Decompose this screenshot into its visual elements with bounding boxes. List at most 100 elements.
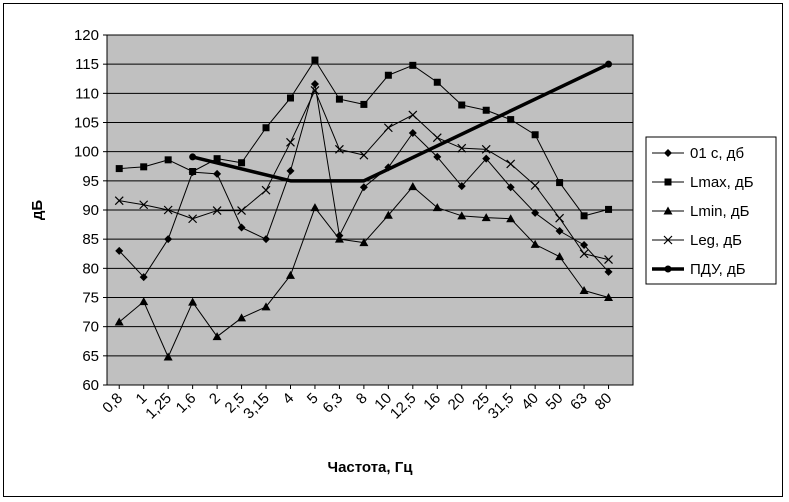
y-tick-label: 120 — [74, 27, 99, 44]
x-tick-label: 12,5 — [387, 390, 420, 423]
data-point — [188, 214, 198, 224]
data-point — [334, 144, 344, 154]
data-point — [408, 182, 418, 191]
series-layer — [114, 56, 614, 361]
data-point — [114, 196, 124, 206]
x-tick-label: 8 — [353, 390, 371, 408]
data-point — [604, 267, 613, 276]
legend-entry: 01 с, дб — [652, 145, 744, 162]
y-tick-label: 95 — [82, 173, 99, 190]
data-point — [359, 183, 368, 192]
data-point — [383, 210, 393, 219]
x-tick-label: 3,15 — [240, 390, 273, 423]
data-point — [604, 293, 614, 301]
data-point — [163, 205, 173, 215]
data-point — [506, 159, 516, 169]
legend-label: Leg, дБ — [690, 232, 742, 249]
data-point — [605, 60, 613, 68]
data-point — [261, 302, 271, 311]
data-point — [506, 183, 515, 192]
data-point — [580, 212, 588, 220]
data-point — [189, 153, 197, 161]
x-tick-label: 80 — [592, 390, 616, 414]
data-point — [286, 137, 295, 147]
data-point — [604, 255, 613, 265]
data-point — [432, 203, 442, 212]
data-point — [310, 80, 319, 88]
legend-marker — [664, 178, 672, 186]
x-tick-label: 1,25 — [142, 390, 175, 423]
data-point — [188, 297, 198, 306]
data-point — [262, 235, 271, 244]
data-point — [457, 143, 467, 153]
x-tick-label: 6,3 — [319, 390, 346, 417]
legend-entry: Lmin, дБ — [652, 203, 750, 220]
data-point — [237, 223, 246, 232]
data-point — [140, 163, 148, 171]
data-point — [359, 150, 369, 160]
legend-label: Lmin, дБ — [690, 203, 750, 220]
data-point — [237, 313, 247, 322]
data-point — [507, 116, 515, 124]
data-point — [556, 179, 564, 187]
data-point — [457, 182, 466, 191]
data-point — [408, 110, 418, 120]
data-point — [212, 332, 222, 341]
data-point — [555, 227, 564, 235]
y-axis-title: дБ — [29, 200, 46, 221]
y-tick-label: 70 — [82, 319, 99, 336]
data-point — [163, 352, 173, 361]
data-point — [335, 95, 343, 103]
legend-entry: Lmax, дБ — [652, 174, 754, 191]
data-point — [482, 154, 491, 163]
data-point — [580, 241, 589, 249]
series-5 — [189, 60, 613, 183]
data-point — [506, 214, 516, 223]
legend-marker — [664, 149, 672, 157]
data-point — [115, 165, 123, 173]
data-point — [261, 185, 271, 195]
series-line — [192, 62, 610, 183]
data-point — [189, 168, 197, 175]
legend-marker — [663, 206, 673, 215]
data-point — [359, 238, 369, 247]
y-tick-label: 60 — [82, 377, 99, 394]
data-point — [482, 106, 490, 114]
legend-label: Lmax, дБ — [690, 174, 754, 191]
data-point — [311, 56, 319, 64]
data-point — [286, 94, 294, 102]
data-point — [212, 206, 222, 216]
x-tick-label: 20 — [445, 390, 469, 414]
data-point — [384, 71, 392, 79]
y-axis-ticks: 60 65 70 75 80 85 90 95 100 105 110 115 120 — [74, 27, 107, 394]
data-point — [114, 317, 124, 326]
data-point — [408, 129, 417, 137]
data-point — [115, 246, 124, 255]
x-tick-label: 4 — [279, 390, 297, 408]
y-tick-label: 110 — [75, 85, 99, 102]
legend-entry: Leg, дБ — [652, 232, 742, 249]
y-tick-label: 90 — [82, 202, 99, 219]
data-point — [531, 131, 539, 139]
x-tick-label: 0,8 — [99, 390, 126, 417]
data-point — [605, 205, 613, 213]
y-tick-label: 75 — [82, 290, 99, 307]
data-point — [555, 213, 565, 223]
data-point — [285, 270, 295, 279]
y-tick-label: 65 — [82, 348, 99, 365]
data-point — [579, 286, 589, 294]
x-axis-title: Частота, Гц — [328, 459, 414, 476]
data-point — [433, 152, 442, 161]
data-point — [383, 123, 393, 133]
data-point — [164, 156, 172, 164]
y-tick-label: 115 — [75, 56, 99, 73]
data-point — [139, 200, 149, 210]
data-point — [432, 133, 442, 143]
legend: 01 с, дб Lmax, дБ Lmin, дБ Leg, дБ ПДУ, дБ — [645, 136, 777, 285]
legend-marker — [663, 235, 673, 245]
data-point — [139, 297, 149, 306]
data-point — [457, 211, 467, 220]
data-point — [213, 169, 222, 178]
y-tick-label: 85 — [82, 231, 99, 248]
